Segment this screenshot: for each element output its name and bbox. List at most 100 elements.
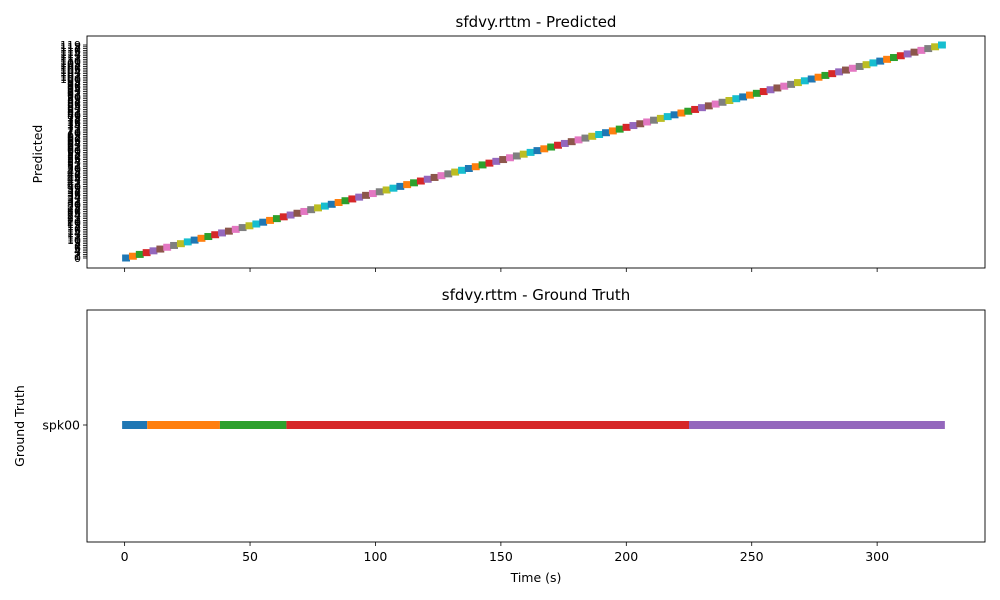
predicted-y-tick-label: 116 (60, 44, 81, 57)
predicted-y-tick-label: 84 (67, 102, 81, 115)
predicted-y-tick-label: 41 (67, 179, 81, 192)
predicted-y-tick-label: 70 (67, 127, 81, 140)
predicted-y-tick-label: 12 (67, 231, 81, 244)
predicted-y-tick-label: 59 (67, 146, 81, 159)
predicted-y-tick-label: 75 (67, 118, 81, 131)
predicted-y-tick-label: 19 (67, 218, 81, 231)
predicted-y-tick-label: 17 (67, 222, 81, 235)
predicted-y-tick-label: 78 (67, 112, 81, 125)
predicted-y-tick-label: 24 (67, 209, 81, 222)
ground-truth-y-tick-label: spk00 (42, 418, 80, 433)
ground-truth-x-tick-label: 200 (614, 549, 638, 564)
predicted-y-tick-label: 61 (67, 143, 81, 156)
predicted-y-tick-label: 52 (67, 159, 81, 172)
predicted-y-tick-label: 48 (67, 166, 81, 179)
ground-truth-x-ticks: 0 50 100 150 200 250 300 (121, 542, 889, 564)
predicted-y-tick-label: 69 (67, 128, 81, 141)
predicted-x-ticks (124, 268, 878, 272)
predicted-y-tick-label: 54 (67, 155, 81, 168)
predicted-y-tick-label: 99 (67, 75, 81, 88)
predicted-y-tick-label: 101 (60, 71, 81, 84)
predicted-y-ticks (83, 44, 87, 259)
predicted-y-tick-label: 93 (67, 86, 81, 99)
predicted-y-tick-label: 64 (67, 137, 81, 150)
predicted-y-tick-label: 31 (67, 197, 81, 210)
predicted-y-tick-label: 57 (67, 150, 81, 163)
predicted-y-tick-label: 3 (74, 247, 81, 260)
predicted-y-tick-label: 95 (67, 82, 81, 95)
ground-truth-title: sfdvy.rttm - Ground Truth (442, 286, 630, 304)
predicted-y-tick-label: 100 (60, 73, 81, 86)
predicted-y-tick-label: 112 (60, 52, 81, 65)
predicted-y-tick-label: 110 (60, 55, 81, 68)
predicted-y-tick-label: 43 (67, 175, 81, 188)
ground-truth-axes: sfdvy.rttm - Ground Truth Ground Truth s… (12, 286, 986, 585)
predicted-y-tick-label: 55 (67, 154, 81, 167)
predicted-y-tick-label: 28 (67, 202, 81, 215)
predicted-y-tick-label: 81 (67, 107, 81, 120)
predicted-y-tick-label: 58 (67, 148, 81, 161)
predicted-y-tick-label: 20 (67, 216, 81, 229)
predicted-y-tick-label: 34 (67, 191, 81, 204)
predicted-y-tick-label: 2 (74, 248, 81, 261)
predicted-y-tick-label: 68 (67, 130, 81, 143)
predicted-y-tick-label: 1 (74, 250, 81, 263)
predicted-y-tick-label: 21 (67, 214, 81, 227)
predicted-y-tick-label: 8 (74, 238, 81, 251)
predicted-y-tick-label: 107 (60, 60, 81, 73)
predicted-y-tick-label: 109 (60, 57, 81, 70)
predicted-y-tick-label: 18 (67, 220, 81, 233)
ground-truth-xlabel: Time (s) (510, 570, 562, 585)
predicted-y-tick-label: 22 (67, 213, 81, 226)
predicted-y-tick-label: 50 (67, 163, 81, 176)
predicted-ylabel: Predicted (30, 125, 45, 184)
predicted-y-tick-label: 6 (74, 241, 81, 254)
predicted-y-tick-label: 96 (67, 80, 81, 93)
predicted-y-tick-label: 51 (67, 161, 81, 174)
predicted-y-tick-label: 111 (60, 53, 81, 66)
predicted-y-tick-label: 44 (67, 173, 81, 186)
predicted-y-tick-label: 90 (67, 91, 81, 104)
predicted-y-tick-label: 7 (74, 239, 81, 252)
predicted-y-tick-label: 37 (67, 186, 81, 199)
predicted-y-tick-label: 72 (67, 123, 81, 136)
ground-truth-x-tick-label: 100 (364, 549, 388, 564)
predicted-y-tick-label: 26 (67, 205, 81, 218)
predicted-y-tick-label: 91 (67, 89, 81, 102)
predicted-y-tick-label: 102 (60, 69, 81, 82)
predicted-y-tick-label: 105 (60, 64, 81, 77)
predicted-y-tick-label: 10 (67, 234, 81, 247)
predicted-axes: sfdvy.rttm - Predicted Predicted 0123456… (30, 13, 986, 272)
predicted-y-tick-label: 53 (67, 157, 81, 170)
predicted-y-tick-label: 85 (67, 100, 81, 113)
predicted-y-tick-label: 80 (67, 109, 81, 122)
ground-truth-x-tick-label: 0 (121, 549, 129, 564)
predicted-y-tick-label: 65 (67, 136, 81, 149)
predicted-y-tick-label: 83 (67, 103, 81, 116)
predicted-title: sfdvy.rttm - Predicted (456, 13, 617, 31)
predicted-y-tick-label: 32 (67, 195, 81, 208)
predicted-y-tick-label: 13 (67, 229, 81, 242)
predicted-y-tick-label: 38 (67, 184, 81, 197)
predicted-segments (122, 41, 946, 262)
predicted-y-tick-label: 16 (67, 223, 81, 236)
ground-truth-x-tick-label: 150 (489, 549, 513, 564)
predicted-y-tick-label: 117 (60, 43, 81, 56)
predicted-y-tick-label: 106 (60, 62, 81, 75)
predicted-y-tick-label: 86 (67, 98, 81, 111)
predicted-y-tick-label: 60 (67, 145, 81, 158)
ground-truth-x-tick-label: 50 (242, 549, 258, 564)
predicted-y-tick-label: 62 (67, 141, 81, 154)
predicted-y-tick-label: 36 (67, 188, 81, 201)
predicted-axes-frame (86, 35, 986, 269)
predicted-y-tick-label: 97 (67, 78, 81, 91)
predicted-y-tick-label: 14 (67, 227, 81, 240)
predicted-y-tick-label: 46 (67, 170, 81, 183)
predicted-y-tick-label: 77 (67, 114, 81, 127)
ground-truth-ylabel: Ground Truth (12, 385, 27, 467)
predicted-y-tick-label: 23 (67, 211, 81, 224)
ground-truth-axes-frame (86, 309, 986, 543)
predicted-y-tick-label: 118 (60, 41, 81, 54)
predicted-y-tick-label: 39 (67, 182, 81, 195)
